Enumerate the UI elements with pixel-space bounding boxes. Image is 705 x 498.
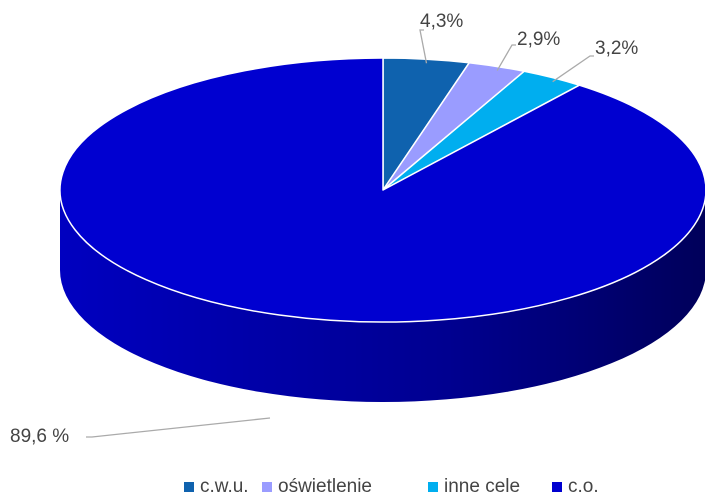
leader-line [419,29,428,64]
legend-swatch [262,482,272,492]
leader-line [496,44,516,71]
pie-side [60,190,705,402]
legend-swatch [184,482,194,492]
legend-swatch [552,482,562,492]
data-label: 3,2% [595,38,638,59]
leader-line [552,55,594,83]
legend-label: c.w.u. [200,476,249,497]
data-label: 4,3% [420,11,463,32]
data-label: 89,6 % [10,426,69,447]
legend-label: oświetlenie [278,476,372,497]
legend-label: c.o. [568,476,599,497]
legend-swatch [428,482,438,492]
pie-slice [59,57,705,323]
data-label: 2,9% [517,29,560,50]
legend-label: inne cele [444,476,520,497]
leader-line [86,417,271,438]
